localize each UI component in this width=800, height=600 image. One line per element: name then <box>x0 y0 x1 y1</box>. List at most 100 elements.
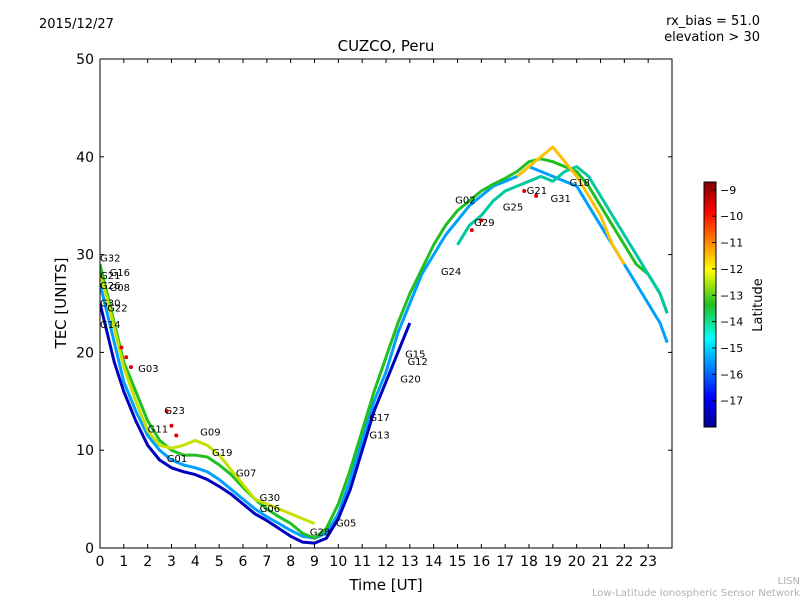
x-tick-label: 22 <box>615 554 633 570</box>
series-line <box>516 145 626 266</box>
data-point <box>479 218 484 223</box>
chart-title: CUZCO, Peru <box>337 37 435 55</box>
data-point <box>174 433 179 438</box>
y-tick-label: 0 <box>85 541 94 557</box>
satellite-label: G07 <box>236 469 256 480</box>
satellite-label: G23 <box>164 406 184 417</box>
data-point <box>119 345 124 350</box>
y-tick-label: 10 <box>76 443 94 459</box>
date-label: 2015/12/27 <box>39 17 114 32</box>
satellite-label: G13 <box>369 430 389 441</box>
satellite-label: G32 <box>100 253 120 264</box>
satellite-label: G21 <box>527 186 547 197</box>
x-tick-label: 11 <box>353 554 371 570</box>
x-tick-label: 3 <box>167 554 176 570</box>
colorbar-gradient <box>703 181 717 428</box>
y-tick-label: 50 <box>76 52 94 68</box>
footer: LISN Low-Latitude Ionospheric Sensor Net… <box>592 576 800 600</box>
satellite-label: G01 <box>167 454 187 465</box>
series-track-6 <box>516 145 626 266</box>
colorbar-label: Latitude <box>751 278 766 332</box>
x-axis-label: Time [UT] <box>348 576 422 594</box>
series-line <box>100 303 412 545</box>
x-tick-label: 23 <box>639 554 657 570</box>
colorbar-tick-label: −12 <box>720 263 743 276</box>
satellite-label: G03 <box>138 364 158 375</box>
y-tick-label: 30 <box>76 248 94 264</box>
satellite-label: G20 <box>400 375 420 386</box>
x-tick-label: 2 <box>143 554 152 570</box>
satellite-label: G24 <box>441 267 461 278</box>
y-tick-label: 40 <box>76 150 94 166</box>
satellite-label: G26 <box>100 281 120 292</box>
colorbar: −9 −10 −11 −12 −13 −14 −15 −16 −17 Latitude <box>703 181 766 428</box>
data-point <box>164 409 169 414</box>
x-axis: 0 1 2 3 4 5 6 7 8 9 10 11 12 13 14 15 16 17 18 19 20 21 22 23 <box>96 59 657 570</box>
data-point <box>469 228 474 233</box>
x-tick-label: 21 <box>592 554 610 570</box>
series-line <box>100 165 669 540</box>
satellite-label: G16 <box>110 268 130 279</box>
x-tick-label: 7 <box>262 554 271 570</box>
data-point <box>128 365 133 370</box>
x-tick-label: 18 <box>520 554 538 570</box>
x-tick-label: 13 <box>401 554 419 570</box>
x-tick-label: 19 <box>544 554 562 570</box>
data-point <box>124 355 129 360</box>
series-layer <box>100 145 669 545</box>
data-point <box>534 193 539 198</box>
satellite-label: G29 <box>474 218 494 229</box>
x-tick-label: 1 <box>119 554 128 570</box>
colorbar-tick-label: −10 <box>720 210 743 223</box>
colorbar-tick-label: −15 <box>720 342 743 355</box>
colorbar-tick-label: −16 <box>720 368 743 381</box>
satellite-label: G19 <box>212 448 232 459</box>
colorbar-tick-label: −14 <box>720 316 743 329</box>
satellite-label: G22 <box>107 303 127 314</box>
satellite-label: G09 <box>200 428 220 439</box>
satellite-label: G30 <box>100 298 120 309</box>
x-tick-label: 8 <box>286 554 295 570</box>
series-track-5 <box>456 165 669 314</box>
series-line <box>456 165 669 314</box>
x-tick-label: 12 <box>377 554 395 570</box>
series-track-4 <box>100 273 316 525</box>
series-track-2 <box>100 157 669 540</box>
series-line <box>100 273 316 525</box>
colorbar-tick-label: −9 <box>720 184 736 197</box>
x-tick-label: 9 <box>310 554 319 570</box>
colorbar-tick-label: −17 <box>720 395 743 408</box>
series-track-3 <box>100 303 412 545</box>
satellite-label: G08 <box>110 283 130 294</box>
x-tick-label: 17 <box>496 554 514 570</box>
data-point <box>522 189 527 194</box>
elevation-label: elevation > 30 <box>664 30 760 45</box>
x-tick-label: 14 <box>425 554 443 570</box>
data-point <box>169 423 174 428</box>
plot-frame <box>99 58 673 549</box>
satellite-label: G21 <box>100 271 120 282</box>
rx-bias-label: rx_bias = 51.0 <box>666 14 760 29</box>
series-track-1 <box>100 165 669 540</box>
series-track-7 <box>119 189 539 438</box>
colorbar-tick-label: −11 <box>720 237 743 250</box>
footer-network: Low-Latitude Ionospheric Sensor Network <box>592 588 800 599</box>
satellite-label: G28 <box>310 527 330 538</box>
footer-lisn: LISN <box>777 576 800 587</box>
x-tick-label: 20 <box>568 554 586 570</box>
satellite-label: G06 <box>260 504 280 515</box>
x-tick-label: 15 <box>449 554 467 570</box>
satellite-label: G02 <box>455 196 475 207</box>
x-tick-label: 0 <box>96 554 105 570</box>
y-axis-label: TEC [UNITS] <box>52 258 70 350</box>
satellite-label: G11 <box>148 425 168 436</box>
y-axis: 0 10 20 30 40 50 <box>76 52 672 557</box>
colorbar-tick-label: −13 <box>720 289 743 302</box>
satellite-label: G30 <box>260 493 280 504</box>
x-tick-label: 6 <box>239 554 248 570</box>
x-tick-label: 4 <box>191 554 200 570</box>
x-tick-label: 16 <box>472 554 490 570</box>
x-tick-label: 5 <box>215 554 224 570</box>
